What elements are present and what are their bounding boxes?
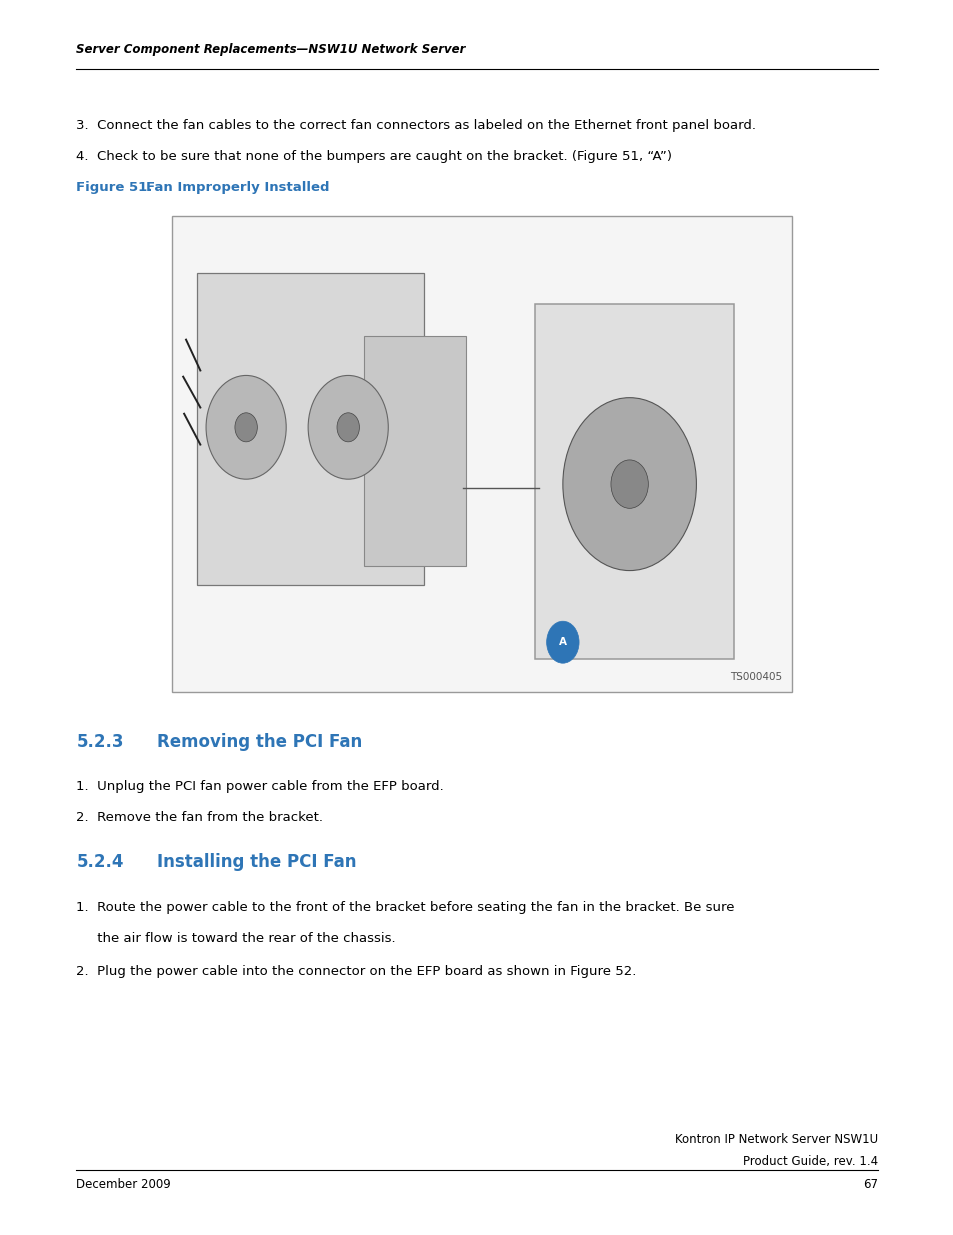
Text: Kontron IP Network Server NSW1U: Kontron IP Network Server NSW1U xyxy=(674,1132,877,1146)
Text: 1.  Route the power cable to the front of the bracket before seating the fan in : 1. Route the power cable to the front of… xyxy=(76,900,734,914)
Text: 67: 67 xyxy=(862,1177,877,1191)
FancyBboxPatch shape xyxy=(364,336,465,566)
Text: 5.2.4: 5.2.4 xyxy=(76,852,124,871)
Circle shape xyxy=(206,375,286,479)
Text: Removing the PCI Fan: Removing the PCI Fan xyxy=(157,732,362,751)
Text: December 2009: December 2009 xyxy=(76,1177,171,1191)
FancyBboxPatch shape xyxy=(535,304,733,659)
Text: A: A xyxy=(558,637,566,647)
Circle shape xyxy=(546,621,578,663)
Circle shape xyxy=(336,412,359,442)
Text: the air flow is toward the rear of the chassis.: the air flow is toward the rear of the c… xyxy=(76,931,395,945)
Circle shape xyxy=(308,375,388,479)
Text: TS000405: TS000405 xyxy=(729,672,781,682)
Text: 2.  Plug the power cable into the connector on the EFP board as shown in Figure : 2. Plug the power cable into the connect… xyxy=(76,965,636,978)
Text: 5.2.3: 5.2.3 xyxy=(76,732,124,751)
FancyBboxPatch shape xyxy=(172,216,791,692)
Circle shape xyxy=(562,398,696,571)
Circle shape xyxy=(610,459,648,509)
Circle shape xyxy=(234,412,257,442)
Text: Figure 51.: Figure 51. xyxy=(76,180,152,194)
Text: 3.  Connect the fan cables to the correct fan connectors as labeled on the Ether: 3. Connect the fan cables to the correct… xyxy=(76,119,756,132)
Text: Installing the PCI Fan: Installing the PCI Fan xyxy=(157,852,356,871)
Text: 2.  Remove the fan from the bracket.: 2. Remove the fan from the bracket. xyxy=(76,810,323,824)
Text: Product Guide, rev. 1.4: Product Guide, rev. 1.4 xyxy=(741,1155,877,1168)
Text: 1.  Unplug the PCI fan power cable from the EFP board.: 1. Unplug the PCI fan power cable from t… xyxy=(76,779,443,793)
Text: 4.  Check to be sure that none of the bumpers are caught on the bracket. (Figure: 4. Check to be sure that none of the bum… xyxy=(76,149,672,163)
FancyBboxPatch shape xyxy=(196,273,423,585)
Text: Fan Improperly Installed: Fan Improperly Installed xyxy=(146,180,329,194)
Text: Server Component Replacements—NSW1U Network Server: Server Component Replacements—NSW1U Netw… xyxy=(76,42,465,56)
